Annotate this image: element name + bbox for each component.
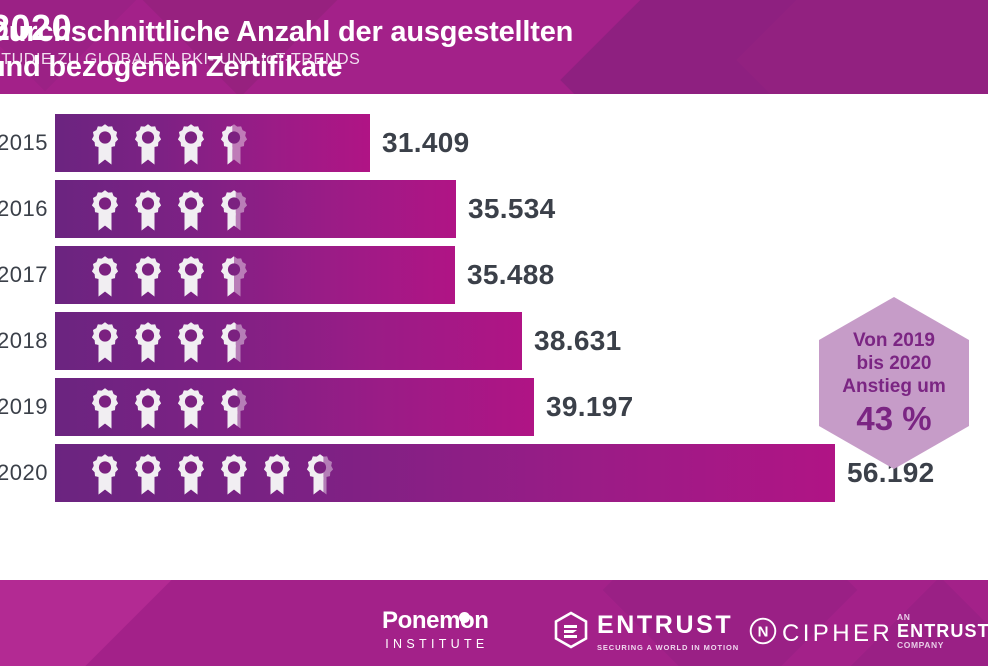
medal-ribbon-icon-partial	[217, 121, 251, 166]
medal-icon-group	[88, 180, 251, 238]
callout-percent: 43 %	[856, 399, 932, 437]
chart-row-2015: 2015 31.409	[0, 110, 988, 176]
chart-row-2020: 2020 56.192	[0, 440, 988, 506]
footer-decoration-polygon-1	[0, 580, 182, 666]
medal-icon-group	[88, 246, 251, 304]
medal-ribbon-icon-partial	[217, 385, 251, 430]
chart-row-2017: 2017 35.488	[0, 242, 988, 308]
medal-icon-group	[88, 444, 337, 502]
bar-chart: 2015 31.409 2016 35.534 2017 35.488 2018 38.631…	[0, 94, 988, 580]
bar-value-2015: 31.409	[382, 127, 470, 158]
bar-value-2016: 35.534	[468, 193, 556, 224]
medal-icon-group	[88, 378, 251, 436]
svg-text:N: N	[758, 624, 769, 641]
year-label-2016: 2016	[0, 196, 48, 221]
chart-row-2018: 2018 38.631	[0, 308, 988, 374]
medal-ribbon-icon	[174, 385, 208, 430]
medal-ribbon-icon-partial	[217, 319, 251, 364]
bar-value-2019: 39.197	[546, 391, 634, 422]
bar-value-2018: 38.631	[534, 325, 622, 356]
entrust-logo-textblock: ENTRUST SECURING A WORLD IN MOTION	[597, 611, 740, 653]
medal-icon-group	[88, 312, 251, 370]
an-entrust-company-logo: AN ENTRUST COMPANY	[897, 612, 988, 651]
medal-ribbon-icon	[174, 451, 208, 496]
medal-icon-group	[88, 114, 251, 172]
medal-ribbon-icon	[88, 319, 122, 364]
footer-year: 2020	[0, 7, 73, 48]
medal-ribbon-icon	[174, 187, 208, 232]
ncipher-logo: N CIPHER	[749, 617, 893, 650]
bar-2016	[55, 180, 456, 238]
medal-ribbon-icon-partial	[217, 187, 251, 232]
bar-2020	[55, 444, 835, 502]
medal-ribbon-icon	[131, 253, 165, 298]
entrust-logo-wordmark: ENTRUST	[597, 611, 734, 639]
ponemon-logo-name: Ponemon	[382, 609, 489, 633]
medal-ribbon-icon	[260, 451, 294, 496]
bar-2019	[55, 378, 534, 436]
year-label-2017: 2017	[0, 262, 48, 287]
ponemon-dot-icon	[459, 612, 470, 623]
page-title: Durchschnittliche Anzahl der ausgestellt…	[0, 16, 574, 84]
header-banner: Durchschnittliche Anzahl der ausgestellt…	[0, 0, 988, 94]
an-entrust-company-label: COMPANY	[897, 640, 945, 651]
bar-value-2017: 35.488	[467, 259, 555, 290]
chart-row-2016: 2016 35.534	[0, 176, 988, 242]
medal-ribbon-icon	[174, 319, 208, 364]
medal-ribbon-icon-partial	[217, 253, 251, 298]
medal-ribbon-icon	[88, 253, 122, 298]
medal-ribbon-icon	[217, 451, 251, 496]
ponemon-logo-sub: INSTITUTE	[385, 637, 489, 651]
bar-2017	[55, 246, 455, 304]
entrust-hexagon-icon	[553, 611, 589, 654]
callout-text: Von 2019 bis 2020 Anstieg um	[842, 330, 946, 398]
medal-ribbon-icon	[174, 121, 208, 166]
year-label-2018: 2018	[0, 328, 48, 353]
year-label-2020: 2020	[0, 460, 48, 485]
medal-ribbon-icon	[131, 121, 165, 166]
medal-ribbon-icon	[88, 187, 122, 232]
footer-subtitle: STUDIE ZU GLOBALEN PKI- UND IoT-TRENDS	[0, 51, 361, 68]
entrust-logo-tagline: SECURING A WORLD IN MOTION	[597, 643, 740, 652]
year-label-2015: 2015	[0, 130, 48, 155]
medal-ribbon-icon-partial	[303, 451, 337, 496]
ponemon-logo: Ponemon INSTITUTE	[382, 609, 489, 652]
ponemon-logo-wordmark: Ponemon	[382, 607, 489, 634]
an-entrust-an-label: AN	[897, 612, 911, 622]
medal-ribbon-icon	[88, 385, 122, 430]
bar-2018	[55, 312, 522, 370]
medal-ribbon-icon	[131, 187, 165, 232]
medal-ribbon-icon	[174, 253, 208, 298]
medal-ribbon-icon	[88, 451, 122, 496]
medal-ribbon-icon	[88, 121, 122, 166]
year-label-2019: 2019	[0, 394, 48, 419]
bar-2015	[55, 114, 370, 172]
ncipher-logo-wordmark: CIPHER	[782, 619, 894, 647]
medal-ribbon-icon	[131, 451, 165, 496]
ncipher-circle-n-icon: N	[749, 617, 777, 650]
an-entrust-wordmark: ENTRUST	[897, 621, 988, 642]
entrust-logo: ENTRUST SECURING A WORLD IN MOTION	[553, 611, 739, 654]
medal-ribbon-icon	[131, 319, 165, 364]
chart-row-2019: 2019 39.197	[0, 374, 988, 440]
footer-banner	[0, 580, 988, 666]
medal-ribbon-icon	[131, 385, 165, 430]
